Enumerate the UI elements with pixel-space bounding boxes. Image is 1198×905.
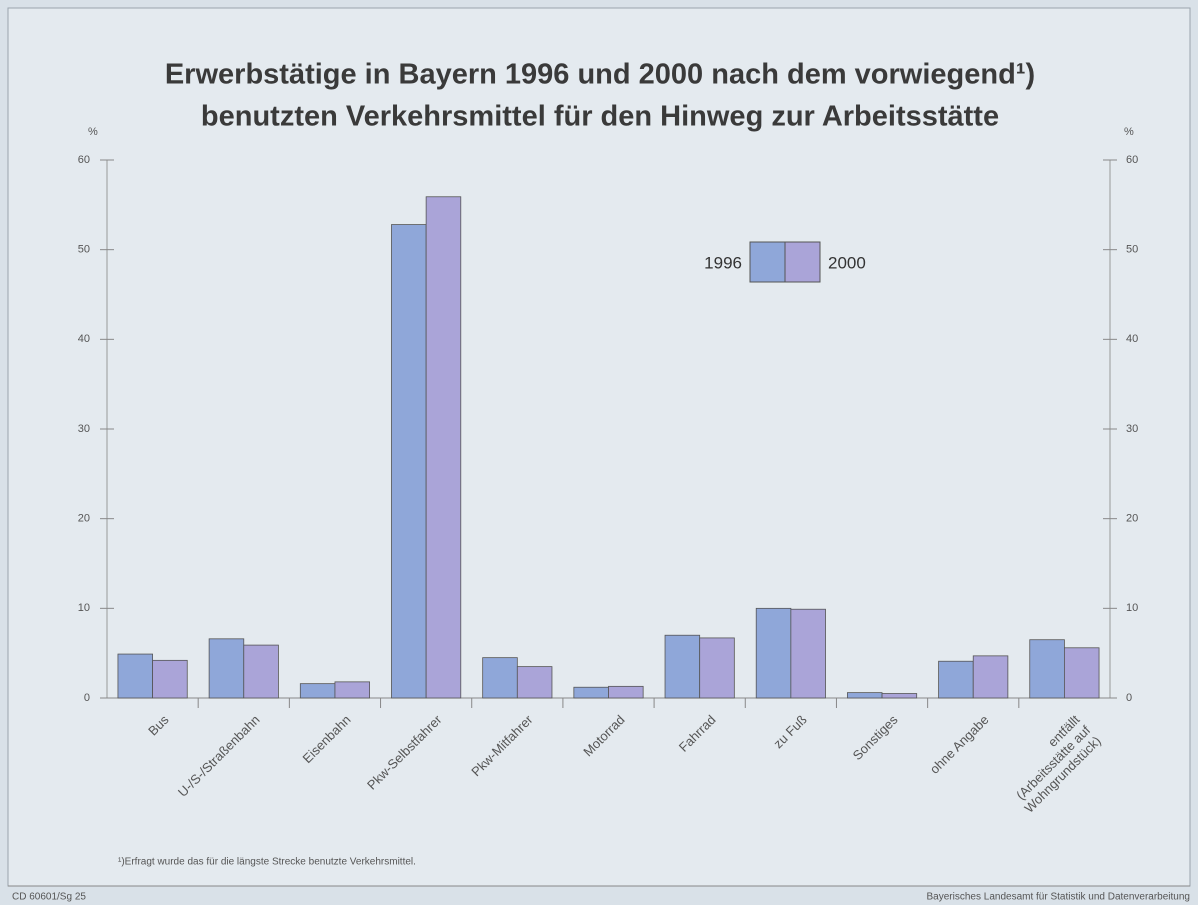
y2-tick-label: 20 [1126, 513, 1138, 525]
y-tick-label: 20 [78, 513, 90, 525]
legend-label: 1996 [704, 253, 742, 272]
y2-tick-label: 60 [1126, 154, 1138, 166]
y-axis-label: % [88, 126, 98, 138]
bar [790, 608, 826, 699]
legend-label: 2000 [828, 253, 866, 272]
footnote: ¹)Erfragt wurde das für die längste Stre… [118, 857, 416, 868]
y-tick-label: 10 [78, 602, 90, 614]
bar [243, 644, 279, 699]
bar [152, 659, 188, 699]
bar [208, 638, 245, 699]
bar [1064, 647, 1100, 699]
y2-tick-label: 30 [1126, 423, 1138, 435]
y2-tick-label: 0 [1126, 692, 1132, 704]
y-tick-label: 40 [78, 333, 90, 345]
y-tick-label: 30 [78, 423, 90, 435]
code: CD 60601/Sg 25 [12, 892, 86, 903]
chart-title: Erwerbstätige in Bayern 1996 und 2000 na… [165, 59, 1035, 91]
bar [425, 196, 462, 699]
panel [7, 7, 1191, 887]
bar [391, 224, 427, 699]
chart-subtitle: benutzten Verkehrsmittel für den Hinweg … [201, 101, 999, 133]
legend-swatch [749, 241, 786, 283]
bar [608, 685, 644, 699]
bar [516, 666, 553, 699]
y2-tick-label: 50 [1126, 244, 1138, 256]
bar [299, 683, 336, 699]
y2-tick-label: 40 [1126, 333, 1138, 345]
bar [334, 681, 371, 699]
bar [755, 607, 792, 699]
source: Bayerisches Landesamt für Statistik und … [927, 892, 1190, 903]
bar [117, 653, 153, 699]
bar [938, 660, 974, 699]
y2-tick-label: 10 [1126, 602, 1138, 614]
bar [664, 634, 701, 699]
bar [972, 655, 1009, 699]
bar [573, 686, 609, 699]
y-tick-label: 0 [84, 692, 90, 704]
bar [699, 637, 735, 699]
bar [881, 693, 918, 699]
bar [846, 692, 883, 699]
bar [482, 657, 518, 699]
y-tick-label: 50 [78, 244, 90, 256]
y-tick-label: 60 [78, 154, 90, 166]
bar [1029, 639, 1065, 699]
legend-swatch [784, 241, 821, 283]
y2-axis-label: % [1124, 126, 1134, 138]
